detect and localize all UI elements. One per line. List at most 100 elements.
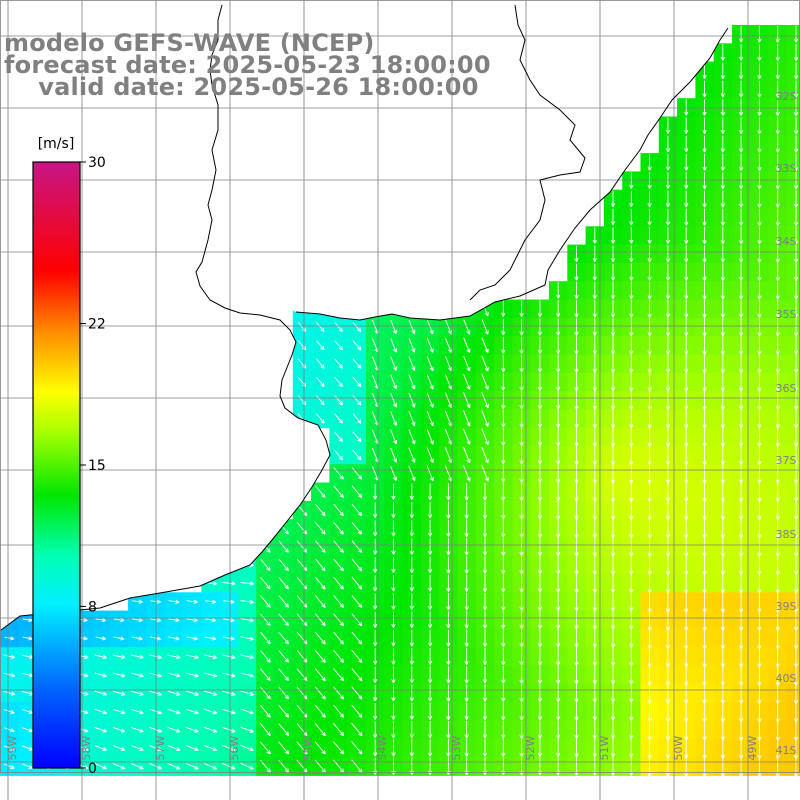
wind-arrow [352, 413, 362, 424]
wind-arrow [334, 358, 343, 369]
wind-arrow [168, 617, 180, 623]
wind-arrow [222, 654, 236, 660]
wind-arrow [463, 410, 471, 427]
wind-arrow [684, 135, 689, 153]
wind-arrow [372, 721, 378, 739]
wind-arrow [3, 745, 15, 751]
wind-arrow [260, 558, 271, 572]
wind-arrow [352, 449, 362, 461]
wind-arrow [574, 409, 579, 429]
lon-label: 50W [672, 735, 685, 760]
wind-arrow [3, 654, 16, 659]
wind-arrow [501, 610, 506, 629]
wind-arrow [629, 299, 634, 318]
wind-arrow [408, 338, 416, 353]
wind-arrow [555, 610, 561, 630]
wind-arrow [278, 540, 289, 553]
wind-arrow [720, 336, 726, 355]
wind-arrow [702, 263, 707, 281]
wind-arrow [610, 720, 616, 740]
wind-arrow [684, 263, 689, 281]
wind-arrow [793, 190, 799, 208]
wind-arrow [223, 636, 235, 641]
wind-arrow [537, 537, 543, 557]
coastline [0, 4, 729, 631]
wind-arrow [702, 172, 707, 190]
wind-arrow [372, 575, 378, 592]
wind-arrow [463, 447, 471, 464]
wind-arrow [482, 611, 488, 629]
wind-arrow [738, 208, 744, 226]
wind-arrow [372, 502, 378, 518]
wind-arrow [720, 117, 726, 135]
wind-arrow [574, 628, 579, 648]
wind-arrow [702, 281, 707, 300]
wind-arrow [409, 611, 414, 629]
wind-arrow [314, 668, 326, 682]
wind-arrow [481, 446, 489, 464]
wind-arrow [592, 354, 597, 373]
wind-arrow [149, 726, 163, 733]
wind-arrow [150, 599, 162, 604]
wind-arrow [665, 755, 671, 778]
wind-arrow [409, 629, 414, 647]
wind-arrow [464, 647, 469, 666]
wind-arrow [775, 245, 780, 263]
wind-arrow [22, 636, 33, 641]
wind-arrow [702, 62, 707, 80]
wind-arrow [150, 636, 162, 641]
wind-arrow [408, 392, 416, 408]
wind-arrow [186, 617, 198, 623]
wind-arrow [260, 595, 271, 608]
wind-arrow [427, 648, 433, 665]
wind-arrow [167, 708, 181, 715]
wind-arrow [185, 744, 199, 752]
wind-arrow [720, 226, 726, 245]
wind-arrow [592, 300, 597, 318]
wind-arrow [427, 629, 433, 647]
wind-arrow [775, 263, 780, 282]
wind-arrow [793, 80, 799, 98]
wind-arrow [684, 354, 689, 374]
wind-arrow [94, 763, 107, 770]
wind-arrow [482, 739, 488, 757]
wind-arrow [757, 153, 762, 172]
wind-arrow [333, 723, 345, 737]
wind-arrow [574, 354, 579, 373]
wind-arrow [314, 686, 326, 700]
wind-arrow [519, 500, 524, 520]
wind-arrow [463, 337, 471, 354]
wind-arrow [482, 482, 488, 501]
wind-arrow [629, 720, 634, 740]
wind-arrow [240, 618, 254, 623]
wind-arrow [222, 762, 236, 770]
wind-arrow [738, 299, 744, 318]
wind-arrow [757, 281, 762, 300]
wind-arrow [333, 540, 344, 553]
wind-arrow [391, 556, 396, 574]
wind-arrow [482, 757, 488, 776]
wind-arrow [463, 374, 471, 390]
wind-arrow [463, 392, 471, 409]
wind-arrow [537, 300, 543, 318]
wind-arrow [629, 318, 634, 337]
wind-arrow [501, 409, 506, 428]
wind-arrow [738, 755, 744, 778]
wind-arrow [665, 172, 671, 189]
wind-arrow [22, 745, 34, 751]
wind-arrow [426, 374, 434, 390]
wind-arrow [519, 409, 524, 428]
wind-arrow [775, 208, 780, 227]
model-title: modelo GEFS-WAVE (NCEP) [4, 29, 375, 57]
wind-arrow [738, 281, 744, 300]
wind-arrow [352, 431, 362, 443]
wind-arrow [185, 763, 199, 770]
wind-arrow [427, 501, 433, 519]
wind-arrow [427, 556, 433, 574]
wind-arrow [94, 672, 107, 678]
wind-arrow [167, 726, 181, 733]
wind-arrow [537, 555, 543, 575]
wind-arrow [314, 650, 326, 663]
wind-arrow [240, 762, 254, 770]
wind-arrow [519, 702, 524, 721]
